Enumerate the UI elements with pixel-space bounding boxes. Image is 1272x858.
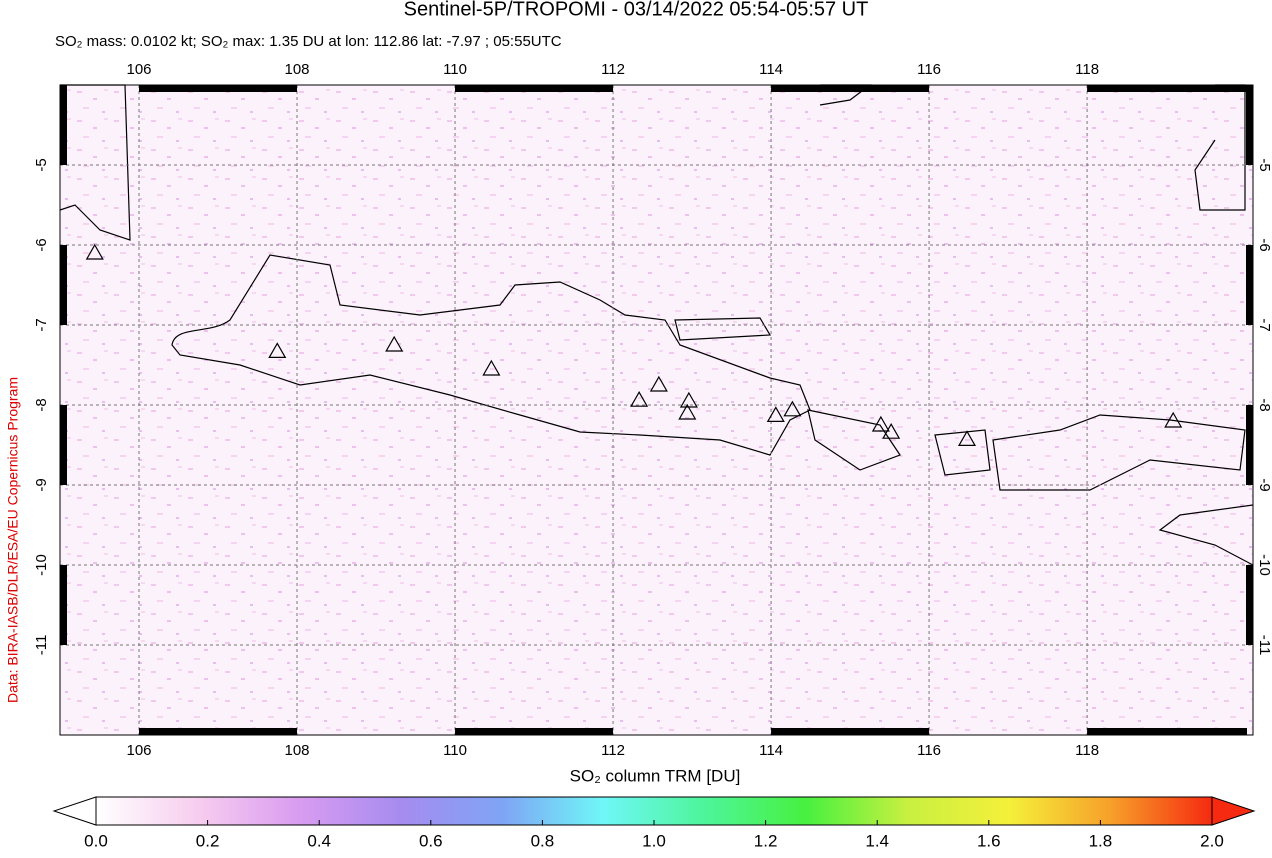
- colorbar-label: SO₂ column TRM [DU]: [570, 766, 741, 785]
- colorbar-tick-label: 1.6: [977, 831, 1001, 850]
- border-block: [771, 728, 930, 735]
- colorbar-tick-label: 0.2: [196, 831, 220, 850]
- y-tick-label-right: -8: [1256, 398, 1272, 411]
- volcano: [766, 406, 785, 422]
- grid: [60, 85, 1253, 735]
- x-tick-label-top: 116: [917, 61, 941, 78]
- colorbar-under: [52, 796, 97, 826]
- y-tick-label-right: -9: [1256, 478, 1272, 491]
- border-block: [1246, 565, 1253, 645]
- volcano: [85, 243, 104, 260]
- volcano: [957, 430, 977, 446]
- border-block: [139, 728, 298, 735]
- volcano: [679, 391, 698, 408]
- volcano: [882, 422, 901, 439]
- y-tick-label-left: -10: [33, 554, 50, 576]
- y-tick-label-left: -6: [33, 238, 50, 251]
- x-tick-label-bottom: 106: [126, 742, 151, 759]
- map-background: [60, 85, 1253, 735]
- border-block: [139, 85, 298, 92]
- colorbar-tick-label: 1.2: [754, 831, 778, 850]
- volcano: [783, 400, 802, 417]
- title: Sentinel-5P/TROPOMI - 03/14/2022 05:54-0…: [404, 0, 869, 20]
- border-block: [60, 405, 67, 485]
- volcano: [482, 359, 501, 376]
- border-block: [455, 85, 614, 92]
- colorbar-tick-label: 1.0: [642, 831, 666, 850]
- border-block: [1246, 85, 1253, 165]
- colorbar-tick-label: 1.8: [1089, 831, 1113, 850]
- volcano: [871, 415, 890, 432]
- y-tick-label-right: -10: [1256, 554, 1272, 576]
- x-tick-label-bottom: 118: [1075, 742, 1099, 759]
- y-tick-label-left: -7: [33, 318, 50, 331]
- x-tick-label-top: 112: [601, 61, 625, 78]
- map-frame: 106 106 108 108 110 110 112 112 114 114 116 116 118 1…: [33, 61, 1272, 759]
- y-tick-label-left: -11: [33, 635, 50, 656]
- border-block: [60, 565, 67, 645]
- volcano: [1164, 411, 1183, 428]
- y-tick-label-right: -7: [1256, 318, 1272, 331]
- x-tick-label-bottom: 112: [601, 742, 625, 759]
- y-tick-label-left: -9: [33, 478, 50, 491]
- credit: Data: BIRA-IASB/DLR/ESA/EU Copernicus Pr…: [5, 377, 21, 703]
- x-tick-label-bottom: 116: [917, 742, 941, 759]
- border-block: [455, 728, 614, 735]
- border-block: [60, 245, 67, 325]
- x-tick-label-bottom: 110: [443, 742, 467, 759]
- x-tick-label-top: 110: [443, 61, 467, 78]
- x-tick-label-top: 114: [759, 61, 783, 78]
- x-tick-label-top: 108: [285, 61, 310, 78]
- colorbar-over: [1211, 796, 1256, 826]
- y-tick-label-right: -5: [1256, 158, 1272, 171]
- y-tick-label-left: -8: [33, 398, 50, 411]
- border-block: [60, 85, 67, 165]
- y-tick-label-right: -6: [1256, 238, 1272, 251]
- border-block: [1246, 405, 1253, 485]
- y-tick-label-left: -5: [33, 158, 50, 171]
- volcano: [678, 403, 697, 420]
- volcano: [649, 375, 668, 392]
- colorbar-tick-label: 0.0: [84, 831, 108, 850]
- volcano: [268, 342, 287, 358]
- x-tick-label-top: 118: [1075, 61, 1099, 78]
- border-block: [771, 85, 930, 92]
- colorbar-tick-label: 0.8: [531, 831, 555, 850]
- volcanoes: [85, 243, 1183, 446]
- colorbar-tick-label: 0.4: [307, 831, 331, 850]
- border-block: [1087, 728, 1247, 735]
- subtitle: SO₂ mass: 0.0102 kt; SO₂ max: 1.35 DU at…: [55, 33, 562, 50]
- volcano: [630, 390, 649, 407]
- volcano: [385, 335, 404, 352]
- x-tick-label-bottom: 108: [285, 742, 310, 759]
- colorbar: 0.0 0.2 0.4 0.6 0.8 1.0 1.2 1.4 1.6 1.8 2.0: [52, 796, 1256, 850]
- y-tick-label-right: -11: [1256, 635, 1272, 656]
- colorbar-tick-label: 0.6: [419, 831, 443, 850]
- x-tick-label-top: 106: [126, 61, 151, 78]
- border-block: [1087, 85, 1247, 92]
- x-tick-label-bottom: 114: [759, 742, 783, 759]
- colorbar-tick-label: 2.0: [1200, 831, 1224, 850]
- border-block: [1246, 245, 1253, 325]
- colorbar-tick-label: 1.4: [865, 831, 889, 850]
